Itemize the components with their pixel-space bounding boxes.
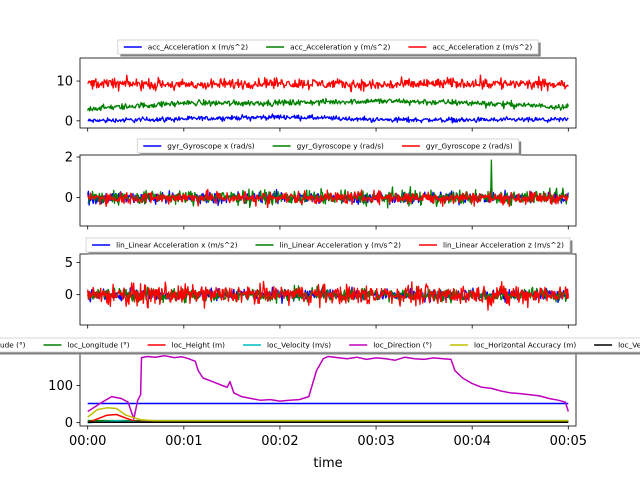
- legend-item: loc_Longitude (°): [43, 341, 130, 350]
- legend-label: gyr_Gyroscope x (rad/s): [167, 142, 254, 151]
- y-tick-label: 100: [48, 379, 73, 394]
- series-line-lin-linear-acceleration-z-m-s-2: [87, 280, 569, 311]
- legend-item: acc_Acceleration x (m/s^2): [123, 43, 248, 52]
- legend-label: lin_Linear Acceleration y (m/s^2): [280, 241, 402, 250]
- series-line-acc-acceleration-x-m-s-2: [87, 113, 569, 124]
- y-tick-label: 0: [65, 416, 73, 431]
- legend-label: loc_Horizontal Accuracy (m): [474, 341, 576, 350]
- legend-item: loc_Height (m): [147, 341, 226, 350]
- series-line-gyr-gyroscope-y-rad-s: [87, 159, 569, 209]
- legend-label: loc_Vertical Accuracy (m): [618, 341, 640, 350]
- legend-item: gyr_Gyroscope z (rad/s): [401, 142, 513, 151]
- y-tick-label: 0: [65, 114, 73, 129]
- y-tick-label: 0: [65, 288, 73, 303]
- x-tick-label: 00:05: [550, 434, 587, 449]
- subplot-4: 0 100 00:00 00:01 00:02 00:03 00:04 00:05 loc_La…: [0, 337, 640, 449]
- legend-label: loc_Longitude (°): [68, 341, 130, 350]
- series-line-lin-linear-acceleration-y-m-s-2: [87, 284, 569, 304]
- series-line-loc-horizontal-accuracy-m: [87, 407, 569, 422]
- y-tick-label: 10: [56, 75, 73, 90]
- legend-item: lin_Linear Acceleration x (m/s^2): [92, 241, 238, 250]
- legend-item: acc_Acceleration z (m/s^2): [408, 43, 532, 52]
- legend-label: gyr_Gyroscope z (rad/s): [426, 142, 513, 151]
- x-tick-label: 00:04: [453, 434, 490, 449]
- legend: lin_Linear Acceleration x (m/s^2) lin_Lin…: [85, 237, 573, 255]
- legend-label: loc_Velocity (m/s): [267, 341, 331, 350]
- legend-item: loc_Direction (°): [349, 341, 432, 350]
- legend-item: loc_Latitude (°): [0, 341, 26, 350]
- legend-label: lin_Linear Acceleration x (m/s^2): [116, 241, 238, 250]
- legend-item: loc_Vertical Accuracy (m): [594, 341, 640, 350]
- axes-frame: [79, 57, 577, 129]
- legend-box: [85, 237, 571, 253]
- legend-label: acc_Acceleration z (m/s^2): [432, 43, 532, 52]
- legend-item: lin_Linear Acceleration z (m/s^2): [419, 241, 564, 250]
- x-axis-label: time: [313, 456, 342, 471]
- legend-item: loc_Horizontal Accuracy (m): [450, 341, 576, 350]
- legend-item: acc_Acceleration y (m/s^2): [266, 43, 391, 52]
- axes-frame: [79, 154, 577, 227]
- plot-area: [87, 354, 570, 424]
- legend: acc_Acceleration x (m/s^2) acc_Accelerati…: [117, 39, 541, 57]
- plot-area: [87, 280, 569, 311]
- legend-box: [0, 337, 640, 353]
- legend: loc_Latitude (°) loc_Longitude (°) loc_Hei…: [0, 337, 640, 355]
- axes-frame: [79, 351, 577, 427]
- y-tick-label: 5: [65, 256, 73, 271]
- series-line-loc-direction: [87, 354, 570, 420]
- legend-item: gyr_Gyroscope y (rad/s): [272, 142, 384, 151]
- subplot-2: 0 2 gyr_Gyroscope x (rad/s) gyr_Gyroscope y…: [65, 138, 577, 230]
- legend-item: loc_Velocity (m/s): [243, 341, 331, 350]
- x-tick-label: 00:03: [357, 434, 394, 449]
- legend-label: lin_Linear Acceleration z (m/s^2): [443, 241, 564, 250]
- series-line-acc-acceleration-z-m-s-2: [87, 74, 569, 93]
- plot-area: [87, 74, 569, 124]
- y-tick-label: 2: [65, 151, 73, 166]
- x-tick-label: 00:02: [261, 434, 298, 449]
- legend-label: acc_Acceleration x (m/s^2): [148, 43, 248, 52]
- legend-box: [136, 138, 520, 154]
- plot-area: [87, 159, 569, 209]
- legend: gyr_Gyroscope x (rad/s) gyr_Gyroscope y (…: [136, 138, 522, 156]
- legend-label: loc_Latitude (°): [0, 341, 26, 350]
- legend-label: acc_Acceleration y (m/s^2): [290, 43, 390, 52]
- series-line-acc-acceleration-y-m-s-2: [87, 97, 569, 112]
- x-tick-label: 00:00: [69, 434, 106, 449]
- legend-label: gyr_Gyroscope y (rad/s): [297, 142, 384, 151]
- x-tick-label: 00:01: [165, 434, 202, 449]
- series-line-gyr-gyroscope-z-rad-s: [87, 188, 569, 209]
- y-tick-label: 0: [65, 191, 73, 206]
- legend-item: gyr_Gyroscope x (rad/s): [143, 142, 255, 151]
- legend-item: lin_Linear Acceleration y (m/s^2): [255, 241, 402, 250]
- legend-label: loc_Height (m): [172, 341, 226, 350]
- legend-box: [117, 39, 539, 55]
- legend-label: loc_Direction (°): [373, 341, 432, 350]
